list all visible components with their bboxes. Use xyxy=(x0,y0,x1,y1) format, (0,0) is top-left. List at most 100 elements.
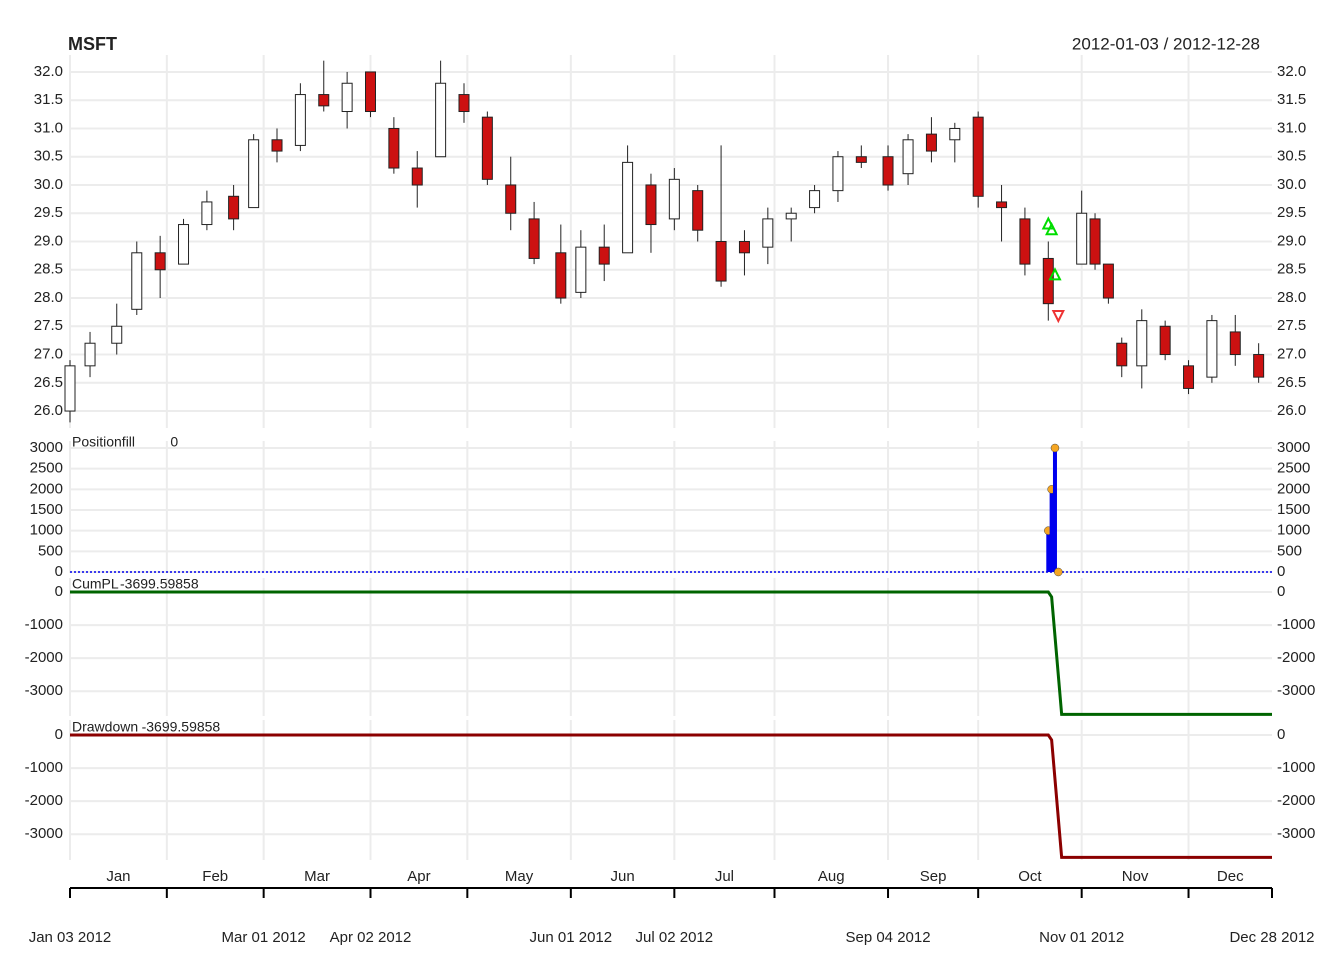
candle-body xyxy=(131,252,143,310)
date-label: Dec 28 2012 xyxy=(1229,929,1314,946)
candle-body xyxy=(481,116,493,180)
candle-body xyxy=(84,342,96,367)
y-tick-label: -3000 xyxy=(25,682,63,699)
candle-body xyxy=(1183,365,1195,389)
y-tick-label: -2000 xyxy=(25,649,63,666)
candle-body xyxy=(855,156,867,163)
y-tick-label-right: -1000 xyxy=(1277,616,1315,633)
candle-body xyxy=(645,184,657,226)
y-tick-label-right: 30.5 xyxy=(1277,148,1306,165)
candle-body xyxy=(228,195,240,220)
panel-title: Positionfill xyxy=(72,434,135,450)
y-tick-label: 0 xyxy=(55,583,63,600)
date-label: Mar 01 2012 xyxy=(222,929,306,946)
month-label: Jul xyxy=(715,868,734,885)
y-tick-label: 32.0 xyxy=(34,63,63,80)
panel-last-value: -3699.59858 xyxy=(142,719,221,735)
candle-body xyxy=(505,184,517,214)
point-marker xyxy=(1054,567,1063,577)
candle-body xyxy=(785,212,797,220)
candle-body xyxy=(318,94,330,107)
candle-body xyxy=(996,201,1008,209)
y-tick-label: -1000 xyxy=(25,759,63,776)
date-label: Nov 01 2012 xyxy=(1039,929,1124,946)
month-label: Mar xyxy=(304,868,330,885)
date-label: Jul 02 2012 xyxy=(636,929,714,946)
candle-body xyxy=(972,116,984,197)
month-label: Apr xyxy=(407,868,430,885)
y-tick-label-right: 2500 xyxy=(1277,460,1310,477)
signal-marker xyxy=(1041,216,1055,230)
y-tick-label-right: 27.5 xyxy=(1277,317,1306,334)
candle-body xyxy=(154,252,166,271)
y-tick-label-right: -3000 xyxy=(1277,682,1315,699)
candle-body xyxy=(271,139,283,152)
candle-body xyxy=(1159,325,1171,356)
line xyxy=(70,733,1272,859)
candle-body xyxy=(111,325,123,344)
y-tick-label: 30.0 xyxy=(34,176,63,193)
candle-body xyxy=(1102,263,1114,299)
month-label: Dec xyxy=(1217,868,1244,885)
y-tick-label-right: -1000 xyxy=(1277,759,1315,776)
y-tick-label: 26.5 xyxy=(34,374,63,391)
y-tick-label: 2500 xyxy=(30,460,63,477)
signal-marker xyxy=(1045,221,1059,236)
month-label: Nov xyxy=(1122,868,1149,885)
y-tick-label: 3000 xyxy=(30,439,63,456)
y-tick-label: -1000 xyxy=(25,616,63,633)
y-tick-label-right: -2000 xyxy=(1277,649,1315,666)
date-label: Jun 01 2012 xyxy=(530,929,613,946)
y-tick-label-right: 29.0 xyxy=(1277,232,1306,249)
candle-body xyxy=(715,241,727,282)
candle-body xyxy=(882,156,894,186)
date-label: Jan 03 2012 xyxy=(29,929,112,946)
candle-body xyxy=(622,161,634,254)
y-tick-label-right: 27.0 xyxy=(1277,345,1306,362)
candle-body xyxy=(949,127,961,141)
y-tick-label: 0 xyxy=(55,563,63,580)
month-label: Jun xyxy=(610,868,634,885)
y-tick-label-right: 26.0 xyxy=(1277,402,1306,419)
y-tick-label: 29.5 xyxy=(34,204,63,221)
y-tick-label-right: 26.5 xyxy=(1277,374,1306,391)
candle-body xyxy=(458,94,470,113)
candle-body xyxy=(178,224,190,265)
candle-body xyxy=(762,218,774,248)
y-tick-label: 29.0 xyxy=(34,232,63,249)
candle-body xyxy=(598,246,610,265)
candle-body xyxy=(902,139,914,175)
bar xyxy=(1052,448,1057,572)
y-tick-label-right: -2000 xyxy=(1277,792,1315,809)
y-tick-label-right: 1000 xyxy=(1277,522,1310,539)
candle-body xyxy=(1042,257,1054,305)
candle-body xyxy=(668,178,680,220)
y-tick-label-right: 1500 xyxy=(1277,501,1310,518)
signal-marker xyxy=(1051,309,1065,324)
y-tick-label: 31.0 xyxy=(34,119,63,136)
y-tick-label: 30.5 xyxy=(34,148,63,165)
panel-last-value: 0 xyxy=(170,434,178,450)
candle-body xyxy=(388,127,400,169)
candle-body xyxy=(1019,218,1031,265)
candle-body xyxy=(555,252,567,299)
candle-body xyxy=(1116,342,1128,367)
candle-body xyxy=(1089,218,1101,265)
y-tick-label-right: 3000 xyxy=(1277,439,1310,456)
y-tick-label-right: 0 xyxy=(1277,583,1285,600)
bar xyxy=(1049,489,1054,572)
y-tick-label: 31.5 xyxy=(34,91,63,108)
y-tick-label: -3000 xyxy=(25,825,63,842)
y-tick-label-right: 29.5 xyxy=(1277,204,1306,221)
month-label: May xyxy=(505,868,534,885)
y-tick-label: 27.0 xyxy=(34,345,63,362)
candle-body xyxy=(832,156,844,192)
y-tick-label-right: 28.0 xyxy=(1277,289,1306,306)
y-tick-label: 28.5 xyxy=(34,261,63,278)
candle-body xyxy=(341,82,353,113)
candle-body xyxy=(692,190,704,231)
panel-title: Drawdown xyxy=(72,719,138,735)
candle-body xyxy=(294,94,306,146)
y-tick-label-right: -3000 xyxy=(1277,825,1315,842)
